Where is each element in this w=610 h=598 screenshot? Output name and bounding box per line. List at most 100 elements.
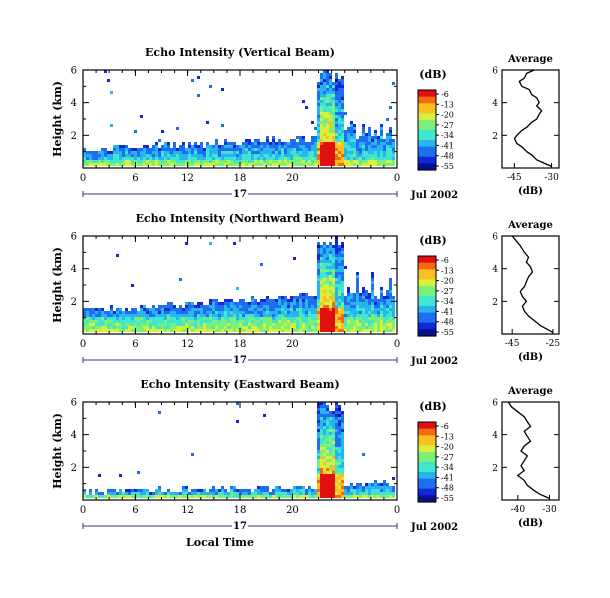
heatmap-cell	[245, 492, 248, 495]
heatmap-cell	[143, 323, 146, 326]
heatmap-cell	[320, 278, 323, 281]
heatmap-cell	[287, 329, 290, 332]
colorbar-segment	[418, 146, 436, 151]
heatmap-cell	[320, 94, 323, 97]
heatmap-cell	[215, 492, 218, 495]
heatmap-cell	[215, 317, 218, 320]
heatmap-cell	[92, 323, 95, 326]
heatmap-cell	[236, 163, 239, 166]
heatmap-cell	[242, 492, 245, 495]
panel-frame	[82, 401, 398, 501]
heatmap-cell	[137, 492, 140, 495]
heatmap-cell	[266, 486, 269, 489]
heatmap-cell	[338, 486, 341, 489]
heatmap-cell	[332, 139, 335, 142]
heatmap-cell	[179, 157, 182, 160]
heatmap-cell	[242, 145, 245, 148]
colorbar-segment	[418, 495, 436, 500]
heatmap-cell	[290, 154, 293, 157]
heatmap-cell	[323, 97, 326, 100]
heatmap-cell	[227, 308, 230, 311]
heatmap-cell	[332, 136, 335, 139]
heatmap-cell	[110, 489, 113, 492]
heatmap-cell	[362, 127, 365, 130]
heatmap-cell	[257, 311, 260, 314]
heatmap-cell	[317, 82, 320, 85]
heatmap-cell	[335, 311, 338, 314]
x-tick-label: 0	[80, 505, 86, 516]
heatmap-cell	[122, 157, 125, 160]
heatmap-cell	[275, 492, 278, 495]
heatmap-cell	[83, 308, 86, 311]
heatmap-cell	[140, 151, 143, 154]
heatmap-cell	[290, 163, 293, 166]
heatmap-cell	[323, 254, 326, 257]
heatmap-cell	[353, 296, 356, 299]
heatmap-cell	[275, 311, 278, 314]
heatmap-cell	[338, 429, 341, 432]
heatmap-cell	[371, 317, 374, 320]
heatmap-cell	[329, 145, 332, 148]
heatmap-cell	[323, 429, 326, 432]
heatmap-cell	[197, 492, 200, 495]
heatmap-cell	[332, 148, 335, 151]
heatmap-cell	[233, 151, 236, 154]
heatmap-cell	[245, 148, 248, 151]
heatmap-cell	[206, 308, 209, 311]
heatmap-cell	[326, 426, 329, 429]
heatmap-cell	[329, 127, 332, 130]
heatmap-cell	[101, 311, 104, 314]
heatmap-cell	[206, 148, 209, 151]
y-axis-label: Height (km)	[51, 413, 64, 489]
heatmap-cell	[341, 308, 344, 311]
heatmap-cell	[281, 308, 284, 311]
heatmap-cell	[332, 432, 335, 435]
heatmap-cell	[338, 139, 341, 142]
heatmap-cell	[326, 88, 329, 91]
heatmap-cell	[323, 323, 326, 326]
heatmap-cell	[245, 139, 248, 142]
heatmap-cell	[209, 305, 212, 308]
heatmap-cell	[176, 151, 179, 154]
heatmap-cell	[347, 299, 350, 302]
heatmap-cell	[167, 145, 170, 148]
average-title: Average	[507, 220, 553, 231]
heatmap-cell	[236, 317, 239, 320]
heatmap-cell	[179, 311, 182, 314]
heatmap-cell	[200, 314, 203, 317]
heatmap-cell	[302, 139, 305, 142]
heatmap-cell	[236, 148, 239, 151]
heatmap-cell	[338, 160, 341, 163]
heatmap-cell	[320, 423, 323, 426]
heatmap-cell	[341, 323, 344, 326]
heatmap-cell	[374, 492, 377, 495]
colorbar-segment	[418, 256, 436, 260]
heatmap-cell	[341, 124, 344, 127]
heatmap-cell	[317, 94, 320, 97]
heatmap-cell	[317, 163, 320, 166]
heatmap-cell	[212, 489, 215, 492]
heatmap-cell	[380, 320, 383, 323]
heatmap-cell	[131, 311, 134, 314]
heatmap-cell	[254, 323, 257, 326]
heatmap-cell	[353, 160, 356, 163]
heatmap-cell	[329, 299, 332, 302]
heatmap-cell	[188, 163, 191, 166]
heatmap-cell	[341, 429, 344, 432]
heatmap-cell	[224, 157, 227, 160]
heatmap-cell	[335, 308, 338, 311]
heatmap-cell	[329, 109, 332, 112]
heatmap-cell	[308, 145, 311, 148]
heatmap-cell	[197, 326, 200, 329]
heatmap-cell	[245, 329, 248, 332]
heatmap-cell	[323, 281, 326, 284]
heatmap-cell	[293, 486, 296, 489]
heatmap-cell	[203, 323, 206, 326]
heatmap-cell	[278, 142, 281, 145]
heatmap-cell	[281, 305, 284, 308]
heatmap-cell	[326, 323, 329, 326]
colorbar-segment	[418, 259, 436, 264]
heatmap-cell	[320, 314, 323, 317]
heatmap-cell	[125, 492, 128, 495]
heatmap-cell	[335, 100, 338, 103]
